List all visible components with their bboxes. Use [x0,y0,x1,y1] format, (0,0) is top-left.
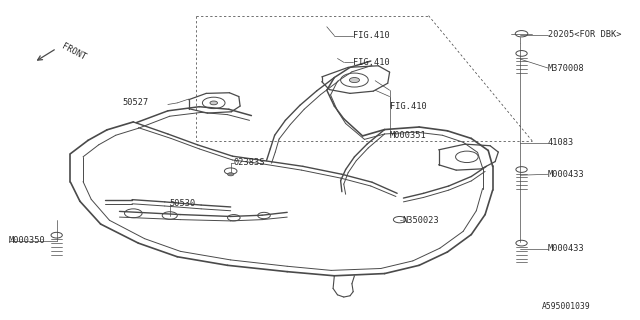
Text: 20205<FOR DBK>: 20205<FOR DBK> [548,30,621,39]
Text: 02383S: 02383S [234,158,266,167]
Text: M000351: M000351 [390,131,426,140]
Circle shape [349,77,360,83]
Text: M000433: M000433 [548,244,585,253]
Text: 50527: 50527 [123,99,149,108]
Text: 41083: 41083 [548,138,574,147]
Circle shape [228,173,234,176]
Text: M000350: M000350 [9,236,45,245]
Text: FIG.410: FIG.410 [353,31,390,40]
Text: N350023: N350023 [402,216,439,225]
Text: M370008: M370008 [548,63,585,73]
Text: FRONT: FRONT [60,42,87,62]
Text: A595001039: A595001039 [541,302,590,311]
Text: M000433: M000433 [548,170,585,179]
Text: 50530: 50530 [170,199,196,208]
Text: FIG.410: FIG.410 [390,102,426,111]
Text: FIG.410: FIG.410 [353,58,390,67]
Circle shape [210,101,218,105]
